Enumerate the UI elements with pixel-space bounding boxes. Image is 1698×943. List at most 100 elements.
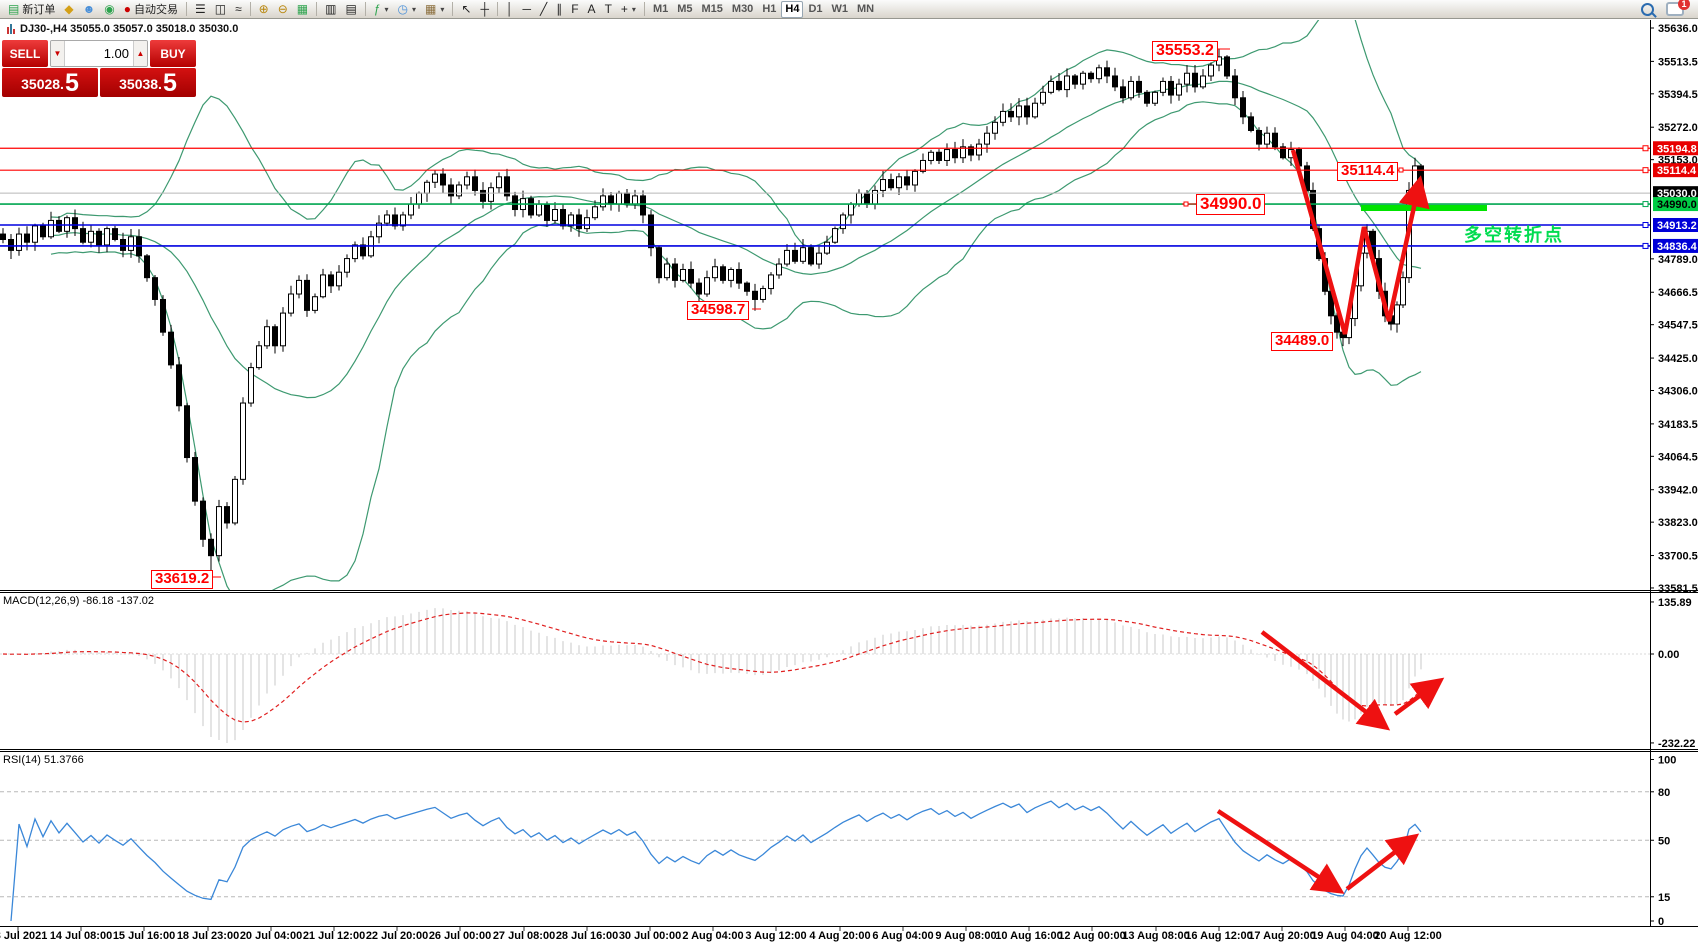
trendline-button[interactable]: ╱ [536,1,551,18]
buy-price[interactable]: 35038. 5 [100,68,196,97]
dropdown-caret-icon: ▾ [631,4,636,14]
timeframe-h4-button[interactable]: H4 [781,0,804,18]
buy-price-pip: 5 [162,69,177,98]
search-icon[interactable] [1641,2,1654,16]
price-annotation-33619.2[interactable]: 33619.2 [151,570,214,589]
price-tick: 33700.5 [1658,551,1698,563]
time-label: 3 Aug 12:00 [745,930,806,942]
price-annotation-34598.7[interactable]: 34598.7 [687,301,750,320]
time-label: 12 Aug 00:00 [1058,930,1125,942]
trend-arrow[interactable] [1345,833,1420,891]
macd-histogram [10,608,1422,743]
candle-chart-button[interactable]: ◫ [211,1,230,18]
chart-history-icon: ◆ [64,2,74,16]
one-click-trading-panel: SELL ▼ ▲ BUY 35028. 5 35038. 5 [2,40,196,97]
vline-button[interactable]: │ [502,1,518,18]
time-label: 6 Aug 04:00 [872,930,933,942]
new-order-button[interactable]: ▤ 新订单 [4,1,59,18]
indicators-icon: ƒ [373,2,381,16]
time-label: 13 Aug 08:00 [1122,930,1189,942]
price-badge [1653,197,1698,212]
time-label: 28 Jul 16:00 [556,930,618,942]
periods-icon: ◷ [397,2,408,16]
text-button[interactable]: A [584,1,600,18]
toolbar-right: 1 [1641,0,1694,16]
text-annotation[interactable]: 多空转折点 [1464,225,1564,245]
toolbar-separator [316,2,318,16]
time-label: 2 Aug 04:00 [682,930,743,942]
tile-windows-button[interactable]: ▦ [293,1,312,18]
price-annotation-35553.2[interactable]: 35553.2 [1152,41,1218,61]
timeframe-mn-button[interactable]: MN [853,1,878,18]
cursor-button[interactable]: ↖ [457,1,475,18]
profile-icon: ☻ [82,2,96,16]
channel-button[interactable]: ∥ [552,1,566,18]
signal-button[interactable]: ◉ [100,1,118,18]
timeframe-m15-button[interactable]: M15 [698,1,727,18]
shapes-icon: + [620,2,628,16]
timeframe-d1-button[interactable]: D1 [804,1,826,18]
volume-input[interactable] [65,41,133,66]
time-label: 30 Jul 00:00 [619,930,681,942]
price-tick: 34547.5 [1658,320,1698,332]
timeframe-h1-button[interactable]: H1 [758,1,780,18]
rsi-panel [0,791,1650,922]
arrange-left-button[interactable]: ▥ [321,1,340,18]
macd-tick: 135.89 [1658,597,1692,609]
fibonacci-icon: F [571,2,579,16]
zoom-in-button[interactable]: ⊕ [255,1,273,18]
fibonacci-button[interactable]: F [567,1,582,18]
green-highlight-bar[interactable] [1361,205,1487,211]
price-annotation-35114.4[interactable]: 35114.4 [1337,162,1399,181]
new-order-icon: ▤ [8,2,20,16]
price-badge-label: 35194.8 [1657,143,1697,155]
time-label: 27 Jul 08:00 [493,930,555,942]
macd-indicator-label: MACD(12,26,9) -86.18 -137.02 [3,595,155,607]
main-panel [0,20,1650,590]
shapes-button[interactable]: + ▾ [617,1,640,18]
chart-title-text: DJ30-,H4 35055.0 35057.0 35018.0 35030.0 [20,23,239,35]
buy-price-main: 35038. [119,76,162,93]
price-annotation-34489.0[interactable]: 34489.0 [1271,332,1334,351]
rsi-tick: 80 [1658,787,1670,799]
time-label: 16 Aug 12:00 [1185,930,1252,942]
trend-arrow[interactable] [1216,809,1345,894]
candle-chart-icon: ◫ [214,2,227,16]
timeframe-m30-button[interactable]: M30 [728,1,757,18]
line-chart-button[interactable]: ≈ [231,1,246,18]
periods-button[interactable]: ◷ ▾ [394,1,421,18]
timeframe-m5-button[interactable]: M5 [673,1,696,18]
crosshair-button[interactable]: ┼ [476,1,493,18]
hline-button[interactable]: ─ [518,1,535,18]
rsi-tick: 15 [1658,892,1670,904]
trend-arrow[interactable] [1260,630,1391,731]
arrange-right-button[interactable]: ▤ [341,1,360,18]
trend-arrow[interactable] [1290,149,1430,335]
time-label: 26 Jul 00:00 [429,930,491,942]
timeframe-w1-button[interactable]: W1 [828,1,853,18]
indicators-button[interactable]: ƒ ▾ [370,1,393,18]
chat-icon[interactable]: 1 [1666,0,1690,16]
buy-button[interactable]: BUY [150,40,196,67]
sell-price[interactable]: 35028. 5 [2,68,98,97]
timeframe-m1-button[interactable]: M1 [649,1,672,18]
sell-button[interactable]: SELL [2,40,48,67]
zoom-out-button[interactable]: ⊖ [274,1,292,18]
bollinger-middle-band [50,80,1422,399]
templates-button[interactable]: ▦ ▾ [421,1,448,18]
volume-decrease-button[interactable]: ▼ [51,41,65,66]
price-annotation-34990.0[interactable]: 34990.0 [1196,194,1266,215]
autotrade-button[interactable]: ● 自动交易 [120,1,182,18]
time-label: 19 Aug 04:00 [1311,930,1378,942]
bar-chart-button[interactable]: ☰ [191,1,210,18]
volume-increase-button[interactable]: ▲ [133,41,147,66]
label-button[interactable]: T [601,1,616,18]
chart-history-button[interactable]: ◆ [60,1,77,18]
toolbar: ▤ 新订单 ◆ ☻ ◉ ● 自动交易 ☰ ◫ ≈ ⊕ ⊖ ▦ ▥ ▤ ƒ ▾ ◷ ▾ ▦ ▾ ↖ ┼ │ ─ ╱ ∥ F A T + ▾ M1 M… [0,0,1698,19]
volume-stepper: ▼ ▲ [50,40,148,67]
profile-button[interactable]: ☻ [79,1,100,18]
trend-arrow[interactable] [1393,677,1445,716]
new-order-button-label: 新订单 [22,4,56,16]
zoom-out-icon: ⊖ [277,2,288,16]
